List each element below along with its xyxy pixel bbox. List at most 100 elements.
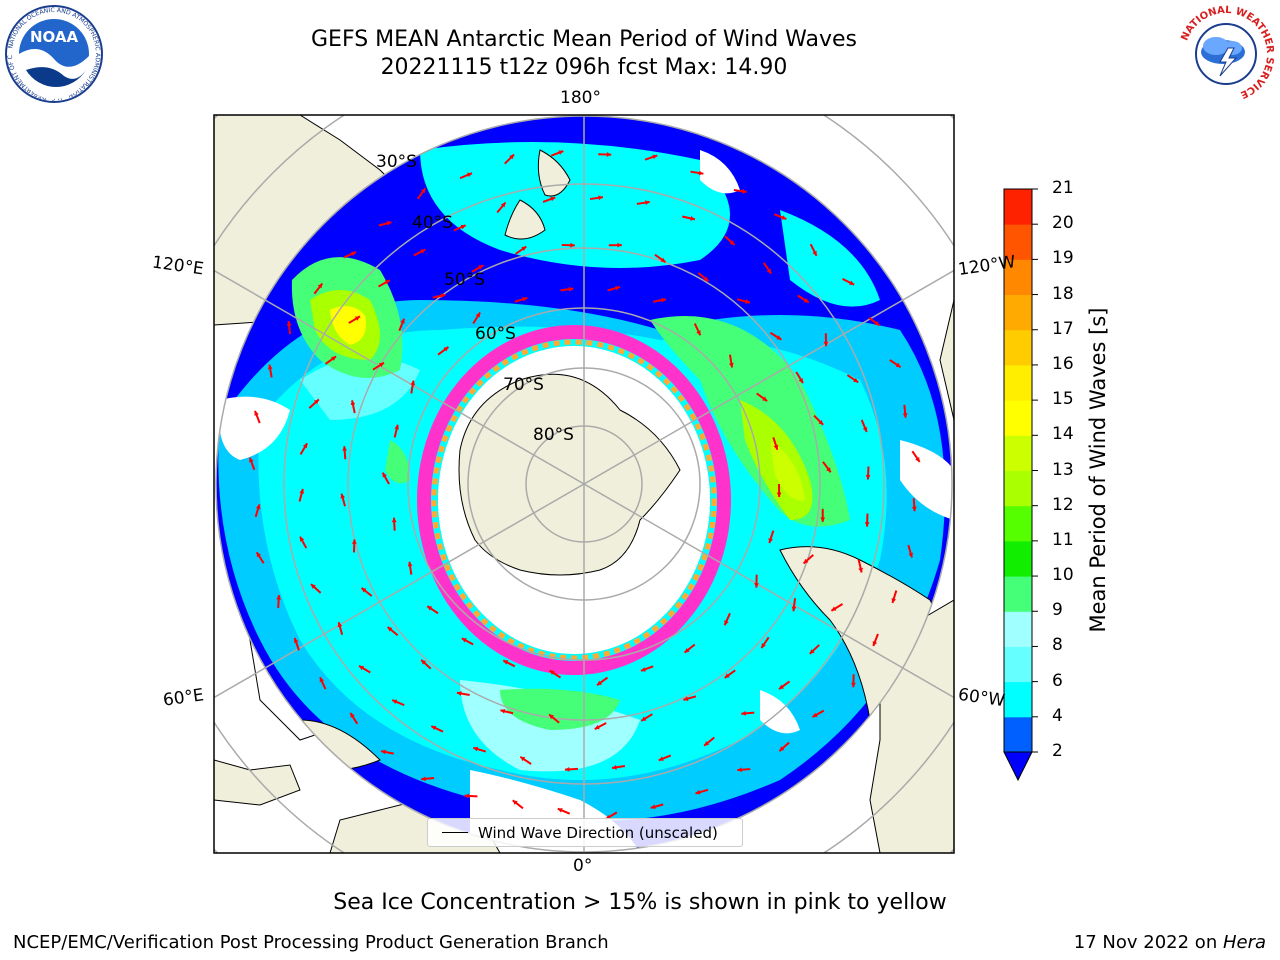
colorbar-bin <box>1004 646 1032 683</box>
legend-line-sample <box>442 832 468 833</box>
wave-direction-arrowhead <box>820 517 826 522</box>
wave-direction-arrowhead <box>683 696 689 701</box>
wave-direction-arrowhead <box>340 493 346 499</box>
wave-direction-arrowhead <box>420 249 426 254</box>
wave-direction-arrowhead <box>742 188 747 194</box>
colorbar-bin <box>1004 329 1032 366</box>
wave-direction-arrowhead <box>724 673 730 678</box>
colorbar-tick-label: 10 <box>1052 565 1074 586</box>
wave-direction-arrowhead <box>615 285 621 291</box>
colorbar-tick-label: 8 <box>1052 635 1063 656</box>
wave-direction-arrowhead <box>696 330 701 336</box>
wave-direction-arrowhead <box>382 472 387 478</box>
colorbar-bin <box>1004 400 1032 436</box>
wave-direction-arrowhead <box>761 643 766 649</box>
wave-direction-arrowhead <box>895 362 901 368</box>
wave-direction-arrowhead <box>598 195 603 201</box>
footer-machine: Hera <box>1222 932 1266 953</box>
colorbar-tick-label: 13 <box>1052 459 1074 480</box>
wave-direction-arrowhead <box>522 296 528 302</box>
wave-direction-arrowhead <box>851 682 856 688</box>
lat-label-50s: 50°S <box>444 270 485 290</box>
wave-direction-arrowhead <box>724 620 729 626</box>
wave-direction-arrowhead <box>410 380 416 386</box>
wave-direction-arrowhead <box>478 265 484 270</box>
colorbar <box>1003 188 1038 782</box>
wave-direction-arrowhead <box>812 250 817 256</box>
wave-direction-arrowhead <box>386 220 392 226</box>
legend-label: Wind Wave Direction (unscaled) <box>478 823 718 842</box>
lat-label-70s: 70°S <box>503 375 544 395</box>
noaa-logo: NATIONAL OCEANIC AND ATMOSPHERIC ADMINIS… <box>4 4 103 103</box>
colorbar-bin <box>1004 189 1032 225</box>
colorbar-tick-label: 19 <box>1052 248 1074 269</box>
wave-direction-arrowhead <box>359 665 365 671</box>
wave-direction-arrowhead <box>766 268 772 274</box>
colorbar-tick-label: 14 <box>1052 424 1074 445</box>
wave-direction-arrowhead <box>690 216 695 221</box>
wave-direction-arrowhead <box>342 446 348 451</box>
colorbar-bin <box>1004 681 1032 718</box>
lon-label-0: 0° <box>573 856 593 876</box>
wave-direction-arrowhead <box>443 346 449 352</box>
wave-direction-arrowhead <box>570 242 575 248</box>
colorbar-bin <box>1004 716 1032 753</box>
colorbar-tick-label: 17 <box>1052 318 1074 339</box>
footer-date-text: 17 Nov 2022 on <box>1073 932 1223 953</box>
wave-direction-arrowhead <box>391 517 397 523</box>
graticule <box>214 115 954 853</box>
wave-direction-arrowhead <box>267 364 273 370</box>
wave-direction-arrowhead <box>387 627 393 632</box>
wave-direction-arrowhead <box>255 504 261 510</box>
colorbar-tick-label: 6 <box>1052 670 1063 691</box>
map-area <box>214 115 954 853</box>
wave-direction-arrowhead <box>612 764 617 770</box>
wave-direction-arrowhead <box>823 341 829 347</box>
wave-direction-arrowhead <box>640 667 646 672</box>
wave-direction-arrowhead <box>310 584 316 589</box>
wave-direction-arrowhead <box>394 424 400 430</box>
wave-direction-arrowhead <box>293 637 299 643</box>
wave-direction-arrowhead <box>911 506 917 512</box>
wave-direction-arrowhead <box>728 362 734 368</box>
wave-direction-arrowhead <box>276 595 282 600</box>
map-frame <box>213 114 955 854</box>
wave-direction-arrowhead <box>684 647 690 653</box>
wave-direction-arrowhead <box>464 793 469 799</box>
colorbar-tick-label: 16 <box>1052 353 1074 374</box>
wave-direction-arrowhead <box>512 800 518 805</box>
colorbar-tick-label: 9 <box>1052 600 1063 621</box>
wave-direction-arrowhead <box>300 536 305 542</box>
wave-direction-arrowhead <box>456 691 462 696</box>
wave-direction-arrowhead <box>698 170 704 176</box>
wave-direction-arrowhead <box>776 492 782 497</box>
wave-direction-arrowhead <box>645 200 650 205</box>
wave-direction-arrowhead <box>354 316 360 321</box>
wave-direction-arrowhead <box>381 749 386 755</box>
colorbar-title: Mean Period of Wind Waves [s] <box>1086 307 1110 633</box>
wave-direction-arrowhead <box>891 598 897 603</box>
wave-direction-arrowhead <box>549 714 555 720</box>
wave-direction-arrowhead <box>617 242 622 248</box>
wave-direction-arrowhead <box>461 638 467 643</box>
wave-direction-arrowhead <box>762 396 768 402</box>
wave-direction-arrowhead <box>864 522 870 527</box>
colorbar-under-triangle <box>1003 751 1033 782</box>
wave-direction-arrowhead <box>768 538 773 544</box>
wave-direction-arrowhead <box>521 246 527 252</box>
wave-direction-arrowhead <box>798 378 804 384</box>
wave-direction-arrowhead <box>831 606 837 611</box>
wave-direction-arrowhead <box>809 649 815 654</box>
lat-label-30s: 30°S <box>376 152 417 172</box>
colorbar-bin <box>1004 540 1032 577</box>
colorbar-tick-label: 12 <box>1052 494 1074 515</box>
wave-direction-arrowhead <box>803 558 809 564</box>
colorbar-tick-label: 4 <box>1052 705 1063 726</box>
wave-direction-arrowhead <box>606 152 612 157</box>
colorbar-bin <box>1004 505 1032 542</box>
wave-direction-arrowhead <box>568 286 574 292</box>
colorbar-tick-label: 21 <box>1052 178 1074 198</box>
wave-direction-arrowhead <box>849 280 855 285</box>
wave-direction-arrowhead <box>915 456 920 462</box>
